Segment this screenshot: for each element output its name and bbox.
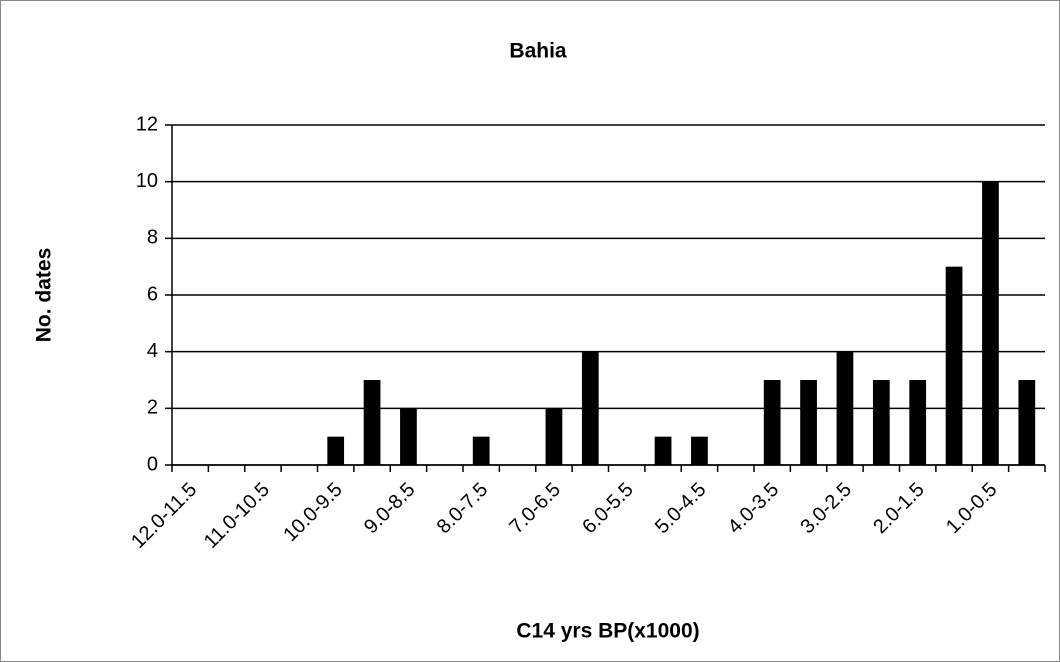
bar [581, 351, 599, 465]
bar [691, 436, 708, 465]
y-tick-label: 4 [147, 340, 158, 362]
y-tick-label: 8 [147, 227, 158, 249]
chart-title: Bahia [509, 40, 567, 63]
y-tick-label: 12 [136, 113, 158, 135]
bar [545, 408, 563, 465]
bar [327, 436, 345, 465]
y-axis-label: No. dates [33, 248, 56, 343]
x-axis-label: C14 yrs BP(x1000) [516, 620, 699, 643]
y-tick-label: 6 [147, 283, 158, 305]
y-tick-label: 0 [147, 453, 158, 475]
bar [1018, 380, 1036, 465]
bar [763, 380, 781, 465]
bar [872, 380, 890, 465]
bar [800, 380, 817, 465]
bar [836, 351, 854, 465]
bar [945, 266, 963, 465]
y-tick-label: 2 [147, 397, 158, 419]
y-tick-label: 10 [136, 170, 158, 192]
bar [909, 380, 927, 465]
bar [363, 380, 381, 465]
bar [400, 408, 417, 465]
bar [472, 436, 490, 465]
bar [982, 181, 999, 465]
bar [654, 436, 672, 465]
